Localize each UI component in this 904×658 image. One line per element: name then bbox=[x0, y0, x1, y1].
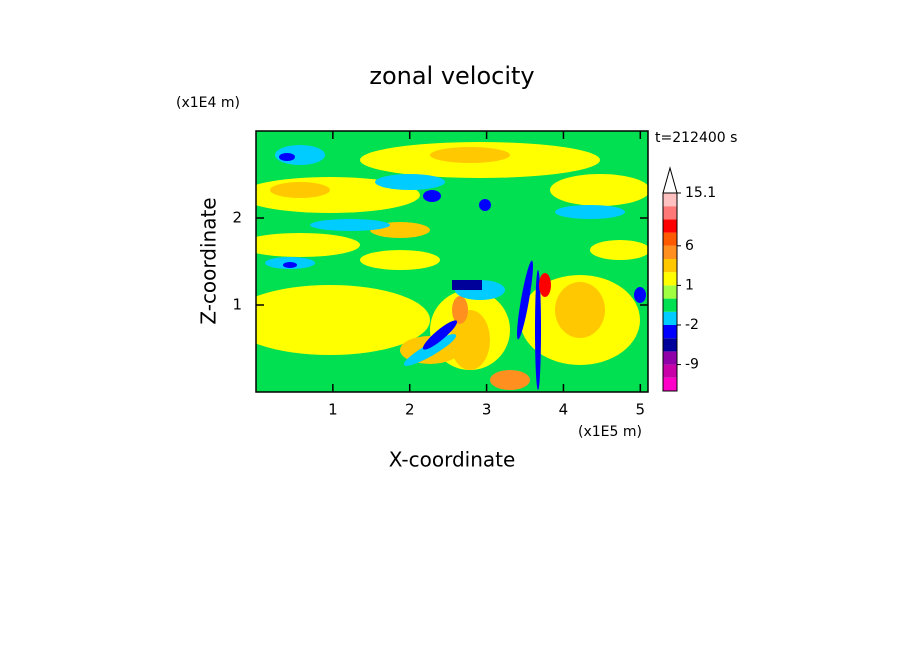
x-tick-label: 3 bbox=[482, 401, 492, 419]
colorbar-segment bbox=[663, 338, 677, 352]
colorbar-segment bbox=[663, 325, 677, 339]
colorbar-segment bbox=[663, 245, 677, 259]
colorbar-tick-label: 1 bbox=[685, 277, 694, 293]
x-tick-label: 1 bbox=[328, 401, 338, 419]
colorbar-segment bbox=[663, 364, 677, 378]
y-tick-label: 1 bbox=[232, 296, 242, 314]
y-axis-label: Z-coordinate bbox=[197, 197, 221, 324]
colorbar-tick-label: 6 bbox=[685, 238, 694, 254]
colorbar-segment bbox=[663, 259, 677, 273]
plot-frame bbox=[255, 130, 649, 393]
colorbar-frame bbox=[662, 192, 678, 392]
colorbar-segment bbox=[663, 232, 677, 246]
colorbar-segment bbox=[663, 377, 677, 391]
colorbar-segment bbox=[663, 351, 677, 365]
colorbar-tick-label: -2 bbox=[685, 317, 699, 333]
x-tick-label: 4 bbox=[559, 401, 569, 419]
x-unit: (x1E5 m) bbox=[578, 424, 642, 440]
colorbar-segment bbox=[663, 206, 677, 220]
x-axis-label: X-coordinate bbox=[389, 448, 516, 472]
y-unit: (x1E4 m) bbox=[176, 95, 240, 111]
y-tick-label: 2 bbox=[232, 209, 242, 227]
colorbar-segment bbox=[663, 311, 677, 325]
colorbar-arrow bbox=[662, 166, 678, 194]
colorbar-segment bbox=[663, 219, 677, 233]
x-tick-label: 2 bbox=[405, 401, 415, 419]
contour-field bbox=[256, 131, 648, 392]
colorbar-tick-label: -9 bbox=[685, 357, 699, 373]
colorbar-segment bbox=[663, 285, 677, 299]
chart-title: zonal velocity bbox=[369, 62, 534, 90]
colorbar-segment bbox=[663, 298, 677, 312]
colorbar-tick-label: 15.1 bbox=[685, 185, 716, 201]
time-annotation: t=212400 s bbox=[655, 130, 737, 146]
x-tick-label: 5 bbox=[636, 401, 646, 419]
colorbar-segment bbox=[663, 272, 677, 286]
colorbar-segment bbox=[663, 193, 677, 207]
